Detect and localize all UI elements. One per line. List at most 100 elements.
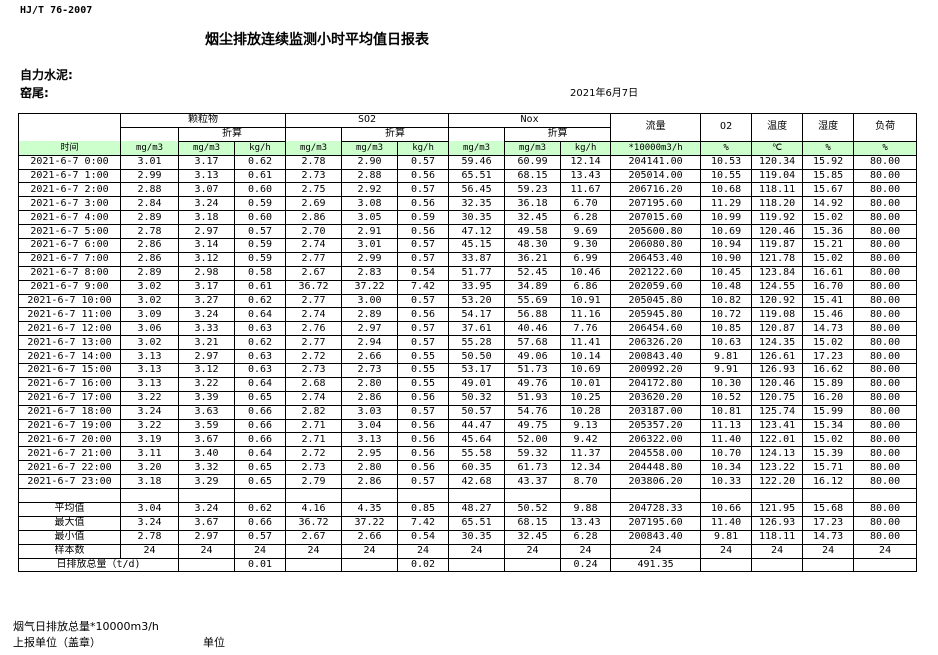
data-cell: 80.00 [853,404,918,420]
data-cell: 2.80 [341,376,399,392]
data-cell: 2.66 [341,349,399,365]
data-cell: 204448.80 [610,460,702,476]
data-cell: 13.43 [560,168,612,184]
data-cell: 49.06 [504,349,562,365]
empty-cell [448,557,506,573]
header-nox-blank [448,126,506,142]
data-cell: 0.62 [233,293,287,309]
report-unit-label: 上报单位（盖章） [13,636,101,649]
report-title: 烟尘排放连续监测小时平均值日报表 [205,32,429,48]
data-cell: 10.69 [700,224,753,240]
data-cell: 56.88 [504,307,562,323]
data-cell: 200843.40 [610,349,702,365]
data-cell: 3.13 [120,376,179,392]
data-cell: 15.89 [802,376,855,392]
data-cell: 0.63 [233,363,287,378]
data-cell: 16.61 [802,265,855,281]
empty-cell [504,488,562,503]
data-row: 2021-6-7 7:00 2.86 3.12 0.59 2.77 2.99 0.57 33.… [18,251,918,267]
data-cell: 80.00 [853,446,918,462]
row-time: 2021-6-7 13:00 [18,335,121,351]
data-cell: 15.99 [802,404,855,420]
data-cell: 59.32 [504,446,562,462]
data-row: 2021-6-7 9:00 3.02 3.17 0.61 36.72 37.22 7.42 3… [18,279,918,295]
empty-cell [802,488,855,503]
data-cell: 10.55 [700,168,753,184]
summary-cell: 2.78 [120,529,179,545]
data-cell: 0.57 [397,293,450,309]
data-cell: 3.21 [178,335,235,351]
data-cell: 120.34 [751,154,804,170]
data-row: 2021-6-7 6:00 2.86 3.14 0.59 2.74 3.01 0.57 45.… [18,238,918,253]
data-cell: 3.40 [178,446,235,462]
data-cell: 3.27 [178,293,235,309]
data-cell: 205045.80 [610,293,702,309]
data-cell: 120.92 [751,293,804,309]
row-time: 2021-6-7 14:00 [18,349,121,365]
data-cell: 9.91 [700,363,753,378]
header-so2-converted: 折算 [341,126,450,142]
data-row: 2021-6-7 1:00 2.99 3.13 0.61 2.73 2.88 0.56 65.… [18,168,918,184]
data-cell: 3.02 [120,335,179,351]
data-cell: 10.63 [700,335,753,351]
data-cell: 3.13 [341,432,399,448]
row-time: 2021-6-7 5:00 [18,224,121,240]
data-row: 2021-6-7 15:00 3.13 3.12 0.63 2.73 2.73 0.55 53… [18,363,918,378]
data-cell: 7.42 [397,279,450,295]
data-cell: 204558.00 [610,446,702,462]
data-cell: 10.33 [700,474,753,490]
data-cell: 15.92 [802,154,855,170]
row-time: 2021-6-7 2:00 [18,182,121,198]
daily-so2: 0.02 [397,557,450,573]
data-cell: 2.86 [285,210,343,226]
data-cell: 2.70 [285,224,343,240]
data-cell: 202122.60 [610,265,702,281]
summary-cell: 207195.60 [610,515,702,531]
summary-cell: 3.04 [120,501,179,517]
data-cell: 12.34 [560,460,612,476]
summary-label: 最小值 [18,529,121,545]
row-time: 2021-6-7 10:00 [18,293,121,309]
data-cell: 15.39 [802,446,855,462]
data-row: 2021-6-7 21:00 3.11 3.40 0.64 2.72 2.95 0.56 55… [18,446,918,462]
data-cell: 0.59 [233,251,287,267]
data-cell: 3.17 [178,279,235,295]
group-pm: 颗粒物 [119,113,287,128]
unit-cell: kg/h [233,140,287,156]
data-cell: 30.35 [448,210,506,226]
data-cell: 15.02 [802,251,855,267]
row-time: 2021-6-7 0:00 [18,154,121,170]
data-cell: 2.75 [285,182,343,198]
data-cell: 11.67 [560,182,612,198]
data-cell: 2.72 [285,349,343,365]
data-cell: 205014.00 [610,168,702,184]
data-cell: 206326.20 [610,335,702,351]
data-cell: 206454.60 [610,321,702,337]
summary-cell: 80.00 [853,515,918,531]
data-cell: 3.00 [341,293,399,309]
data-cell: 0.56 [397,432,450,448]
data-cell: 59.23 [504,182,562,198]
data-cell: 9.69 [560,224,612,240]
data-cell: 50.57 [448,404,506,420]
data-cell: 44.47 [448,418,506,434]
data-cell: 0.57 [397,251,450,267]
data-cell: 2.74 [285,390,343,406]
data-row: 2021-6-7 2:00 2.88 3.07 0.60 2.75 2.92 0.57 56.… [18,182,918,198]
data-cell: 3.63 [178,404,235,420]
data-row: 2021-6-7 14:00 3.13 2.97 0.63 2.72 2.66 0.55 50… [18,349,918,365]
data-cell: 80.00 [853,265,918,281]
data-cell: 15.67 [802,182,855,198]
empty-cell [178,488,235,503]
row-time: 2021-6-7 16:00 [18,376,121,392]
data-cell: 9.42 [560,432,612,448]
data-cell: 3.14 [178,238,235,253]
data-cell: 2.73 [285,168,343,184]
summary-cell: 0.54 [397,529,450,545]
data-cell: 34.89 [504,279,562,295]
empty-cell [178,557,235,573]
unit-cell: mg/m3 [504,140,562,156]
unit-cell: mg/m3 [341,140,399,156]
data-cell: 0.60 [233,210,287,226]
summary-cell: 2.66 [341,529,399,545]
